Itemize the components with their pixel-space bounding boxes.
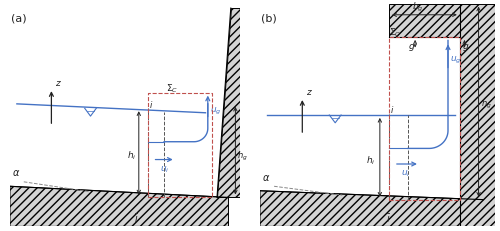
Text: $g$: $g$ (408, 42, 416, 53)
Text: $z$: $z$ (55, 79, 62, 88)
Text: $\alpha$: $\alpha$ (262, 172, 270, 182)
Text: $u_g$: $u_g$ (210, 106, 221, 117)
Text: $\bar{\imath}$: $\bar{\imath}$ (134, 212, 140, 224)
Text: $u_i$: $u_i$ (401, 168, 410, 178)
Text: $h_i$: $h_i$ (366, 154, 375, 166)
Text: $u_i$: $u_i$ (160, 164, 169, 174)
Text: $z$: $z$ (306, 88, 312, 97)
Text: (a): (a) (11, 13, 27, 24)
Polygon shape (389, 5, 460, 38)
Text: $\Sigma_C$: $\Sigma_C$ (166, 82, 178, 94)
Text: $h_g$: $h_g$ (481, 98, 492, 111)
Polygon shape (460, 5, 495, 226)
Text: $\bar{\imath}$: $\bar{\imath}$ (386, 212, 392, 224)
Text: $h_i$: $h_i$ (128, 149, 136, 162)
Polygon shape (10, 186, 228, 226)
Text: $u_g$: $u_g$ (450, 55, 462, 66)
Text: $\Sigma_C$: $\Sigma_C$ (389, 27, 402, 39)
Text: $i$: $i$ (390, 103, 394, 114)
Text: $b_g$: $b_g$ (412, 0, 423, 13)
Polygon shape (217, 9, 240, 198)
Text: $\alpha$: $\alpha$ (12, 167, 20, 177)
Text: $i$: $i$ (149, 99, 154, 110)
Text: $g$: $g$ (462, 42, 469, 53)
Polygon shape (260, 191, 483, 226)
Text: $h_g$: $h_g$ (236, 149, 248, 162)
Text: (b): (b) (261, 13, 277, 24)
